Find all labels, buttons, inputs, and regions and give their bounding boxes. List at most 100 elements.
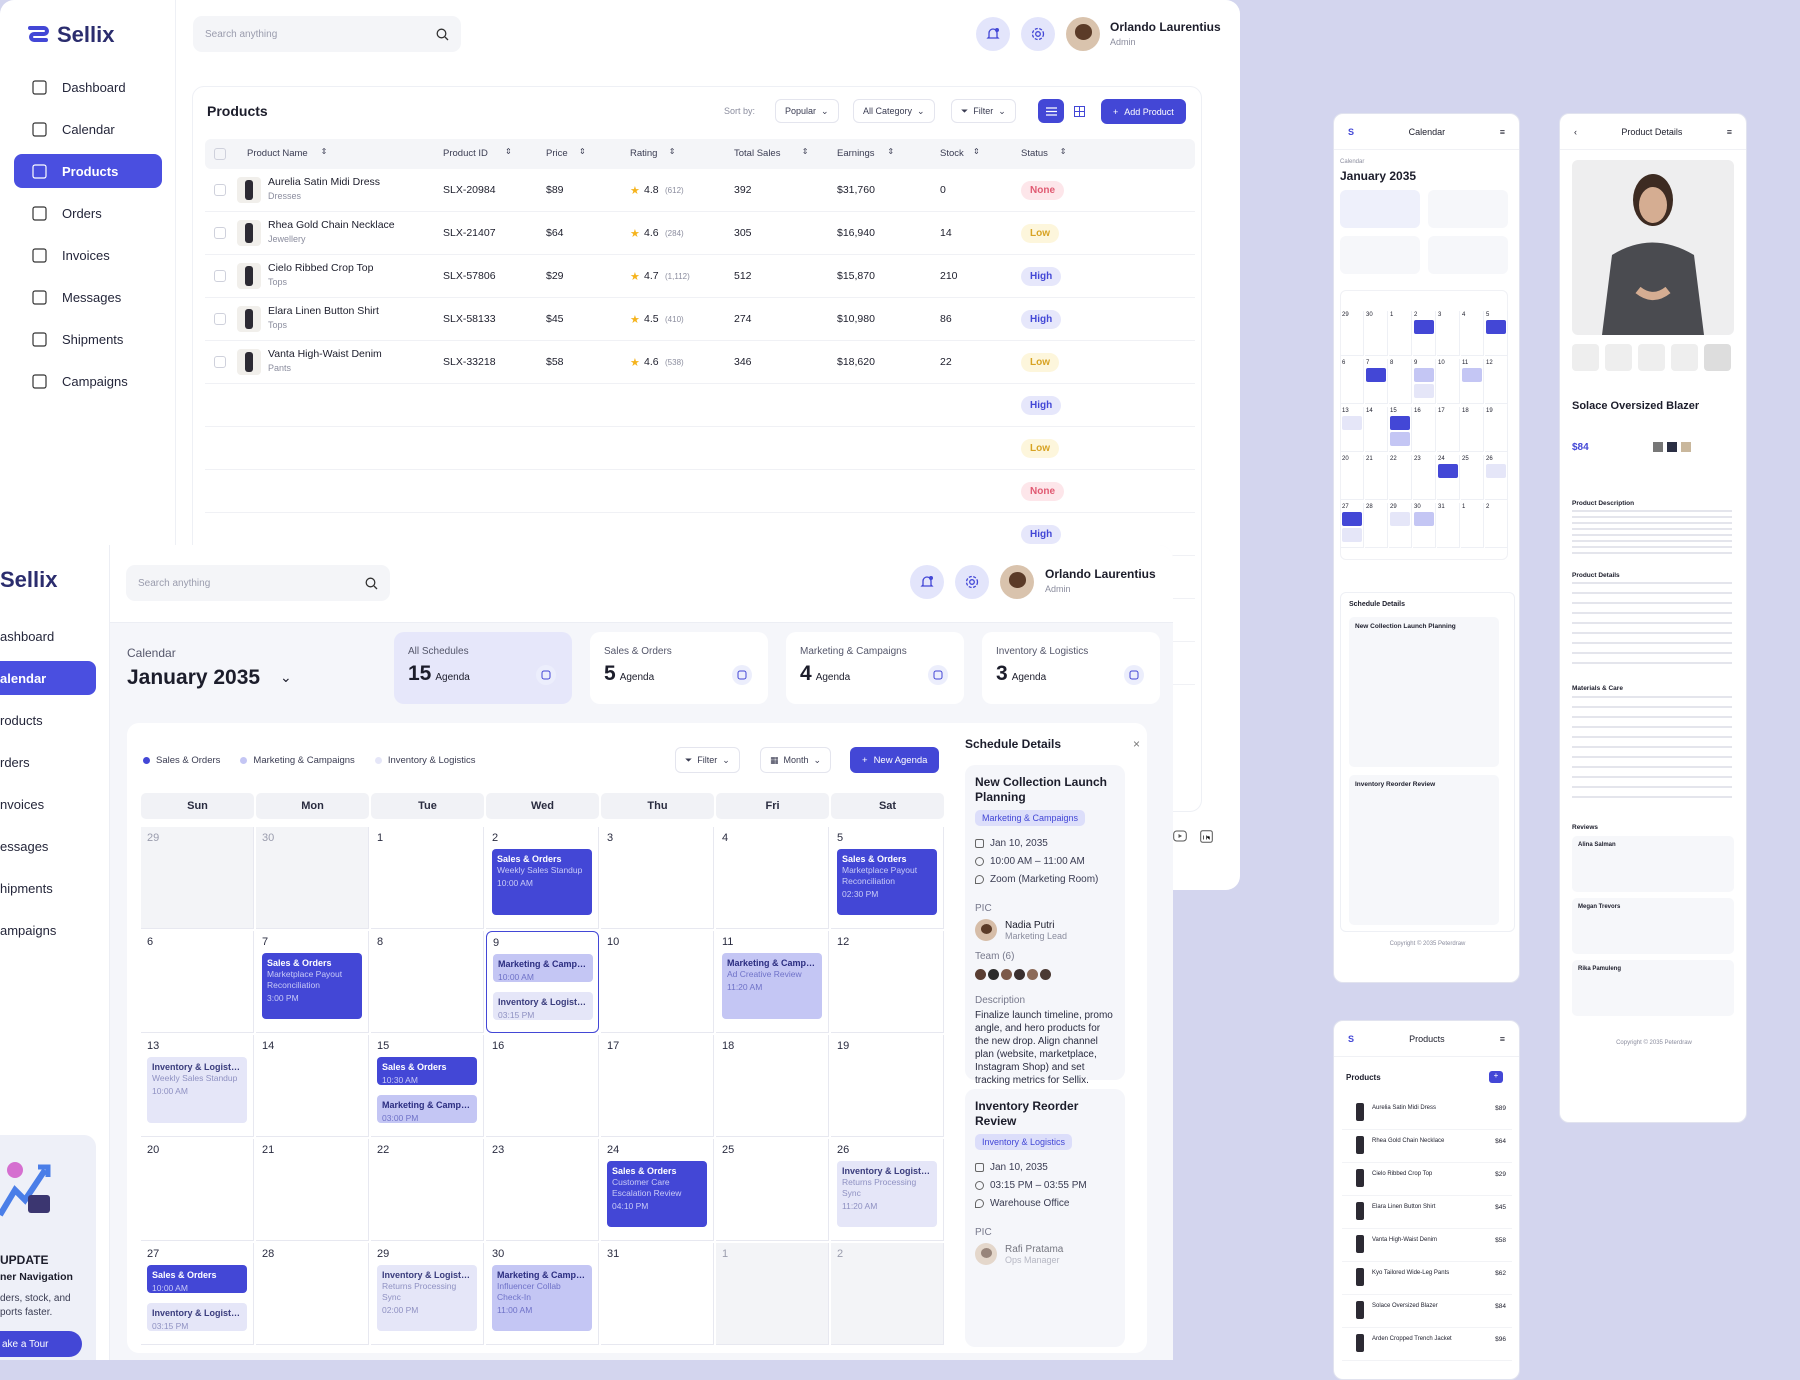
nav-item-invoices[interactable]: nvoices xyxy=(0,787,96,821)
month-chevron-down-icon[interactable]: ⌄ xyxy=(280,669,292,685)
nav-item-messages[interactable]: Messages xyxy=(14,280,162,314)
mobile-product-row[interactable]: Elara Linen Button Shirt $45 xyxy=(1342,1196,1512,1229)
day-cell[interactable]: 29 xyxy=(141,827,254,929)
search-bar[interactable]: Search anything xyxy=(193,16,461,52)
mobile-summary-card[interactable] xyxy=(1428,190,1508,228)
color-swatch[interactable] xyxy=(1667,442,1677,452)
day-cell[interactable]: 29 Inventory & Logistics Returns Processin… xyxy=(371,1243,484,1345)
calendar-event[interactable]: Marketing & Campai... 10:00 AM xyxy=(493,954,593,982)
mobile-event[interactable] xyxy=(1486,464,1506,478)
youtube-icon[interactable] xyxy=(1173,830,1188,846)
menu-icon[interactable]: ≡ xyxy=(1499,126,1505,137)
day-cell[interactable]: 24 Sales & Orders Customer Care Escalation… xyxy=(601,1139,714,1241)
mobile-product-row[interactable]: Arden Cropped Trench Jacket $96 xyxy=(1342,1328,1512,1361)
nav-item-orders[interactable]: Orders xyxy=(14,196,162,230)
day-cell[interactable]: 31 xyxy=(601,1243,714,1345)
table-row[interactable]: High xyxy=(205,384,1195,427)
summary-card[interactable]: Inventory & Logistics 3 Agenda xyxy=(982,632,1160,704)
list-view-button[interactable] xyxy=(1038,99,1064,123)
nav-item-dashboard[interactable]: Dashboard xyxy=(14,70,162,104)
calendar-event[interactable]: Sales & Orders Marketplace Payout Reconci… xyxy=(837,849,937,915)
mobile-day-cell[interactable]: 21 xyxy=(1365,455,1388,500)
table-row[interactable]: Cielo Ribbed Crop Top Tops SLX-57806 $29 512… xyxy=(205,255,1195,298)
calendar-event[interactable]: Inventory & Logistics 03:15 PM xyxy=(493,992,593,1020)
product-thumbnail[interactable] xyxy=(1671,344,1698,371)
user-avatar[interactable] xyxy=(1000,565,1034,599)
mobile-day-cell[interactable]: 4 xyxy=(1461,311,1484,356)
calendar-event[interactable]: Inventory & Logistics Returns Processing … xyxy=(837,1161,937,1227)
column-header[interactable]: Total Sales xyxy=(734,148,781,159)
mobile-event[interactable] xyxy=(1342,528,1362,542)
table-row[interactable]: Aurelia Satin Midi Dress Dresses SLX-20984… xyxy=(205,169,1195,212)
legend-item[interactable]: Inventory & Logistics xyxy=(374,755,475,766)
day-cell[interactable]: 3 xyxy=(601,827,714,929)
product-thumbnail[interactable] xyxy=(1605,344,1632,371)
search-input[interactable]: Search anything xyxy=(205,28,278,40)
mobile-day-cell[interactable]: 27 xyxy=(1341,503,1364,548)
search-bar[interactable]: Search anything xyxy=(126,565,390,601)
mobile-day-cell[interactable]: 24 xyxy=(1437,455,1460,500)
mobile-event[interactable] xyxy=(1342,512,1362,526)
column-header[interactable]: Earnings xyxy=(837,148,875,159)
mobile-event[interactable] xyxy=(1414,368,1434,382)
column-header[interactable]: Status xyxy=(1021,148,1048,159)
nav-item-calendar[interactable]: alendar xyxy=(0,661,96,695)
column-header[interactable]: Product ID xyxy=(443,148,488,159)
summary-card[interactable]: All Schedules 15 Agenda xyxy=(394,632,572,704)
calendar-event[interactable]: Inventory & Logistics 03:15 PM xyxy=(147,1303,247,1331)
mobile-event[interactable] xyxy=(1462,368,1482,382)
row-checkbox[interactable] xyxy=(214,270,226,282)
mobile-event[interactable] xyxy=(1438,464,1458,478)
back-icon[interactable]: ‹ xyxy=(1574,126,1577,137)
mobile-event[interactable] xyxy=(1366,368,1386,382)
day-cell[interactable]: 13 Inventory & Logistics Weekly Sales Stan… xyxy=(141,1035,254,1137)
nav-item-orders[interactable]: rders xyxy=(0,745,96,779)
product-name[interactable]: Vanta High-Waist Denim xyxy=(268,348,382,360)
mobile-event[interactable] xyxy=(1390,432,1410,446)
mobile-day-cell[interactable]: 1 xyxy=(1461,503,1484,548)
mobile-day-cell[interactable]: 22 xyxy=(1389,455,1412,500)
mobile-day-cell[interactable]: 30 xyxy=(1365,311,1388,356)
table-row[interactable]: Elara Linen Button Shirt Tops SLX-58133 $45… xyxy=(205,298,1195,341)
table-row[interactable]: Vanta High-Waist Denim Pants SLX-33218 $58 3… xyxy=(205,341,1195,384)
day-cell[interactable]: 21 xyxy=(256,1139,369,1241)
mobile-day-cell[interactable]: 11 xyxy=(1461,359,1484,404)
mobile-day-cell[interactable]: 8 xyxy=(1389,359,1412,404)
mobile-summary-card[interactable] xyxy=(1428,236,1508,274)
mobile-day-cell[interactable]: 30 xyxy=(1413,503,1436,548)
day-cell[interactable]: 16 xyxy=(486,1035,599,1137)
nav-item-campaigns[interactable]: ampaigns xyxy=(0,913,96,947)
row-checkbox[interactable] xyxy=(214,356,226,368)
settings-button[interactable] xyxy=(955,565,989,599)
mobile-day-cell[interactable]: 15 xyxy=(1389,407,1412,452)
legend-item[interactable]: Marketing & Campaigns xyxy=(240,755,355,766)
mobile-summary-card[interactable] xyxy=(1340,190,1420,228)
day-cell[interactable]: 18 xyxy=(716,1035,829,1137)
calendar-event[interactable]: Inventory & Logistics Weekly Sales Standu… xyxy=(147,1057,247,1123)
day-cell[interactable]: 17 xyxy=(601,1035,714,1137)
mobile-day-cell[interactable]: 13 xyxy=(1341,407,1364,452)
day-cell[interactable]: 12 xyxy=(831,931,944,1033)
product-thumbnail[interactable] xyxy=(1638,344,1665,371)
filter-button[interactable]: ⏷ Filter ⌄ xyxy=(675,747,740,773)
mobile-day-cell[interactable]: 10 xyxy=(1437,359,1460,404)
nav-item-invoices[interactable]: Invoices xyxy=(14,238,162,272)
day-cell[interactable]: 1 xyxy=(716,1243,829,1345)
brand-logo[interactable]: Sellix xyxy=(26,22,114,48)
select-all-checkbox[interactable] xyxy=(214,148,226,160)
product-thumbnail[interactable] xyxy=(1704,344,1731,371)
day-cell[interactable]: 28 xyxy=(256,1243,369,1345)
day-cell[interactable]: 22 xyxy=(371,1139,484,1241)
mobile-event[interactable] xyxy=(1342,416,1362,430)
mobile-product-row[interactable]: Cielo Ribbed Crop Top $29 xyxy=(1342,1163,1512,1196)
calendar-event[interactable]: Sales & Orders Customer Care Escalation R… xyxy=(607,1161,707,1227)
calendar-event[interactable]: Sales & Orders Weekly Sales Standup 10:00 … xyxy=(492,849,592,915)
nav-item-messages[interactable]: essages xyxy=(0,829,96,863)
tour-button[interactable]: ake a Tour xyxy=(0,1331,82,1357)
nav-item-dashboard[interactable]: ashboard xyxy=(0,619,96,653)
calendar-event[interactable]: Marketing & CampaignsInfluencer Collab C… xyxy=(492,1265,592,1331)
day-cell[interactable]: 7 Sales & Orders Marketplace Payout Reconc… xyxy=(256,931,369,1033)
summary-card[interactable]: Marketing & Campaigns 4 Agenda xyxy=(786,632,964,704)
filter-button[interactable]: ⏷ Filter ⌄ xyxy=(951,99,1016,123)
day-cell[interactable]: 8 xyxy=(371,931,484,1033)
